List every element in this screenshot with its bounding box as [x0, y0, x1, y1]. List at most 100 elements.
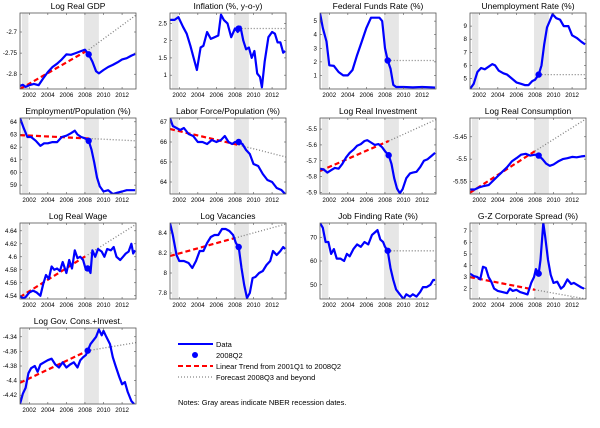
x-tick-label: 2002 [172, 302, 186, 309]
panel-title: Log Real Wage [49, 211, 108, 221]
panel-title: Labor Force/Population (%) [176, 106, 280, 116]
marker-2008q2 [84, 265, 91, 272]
y-tick-label: 4.62 [5, 241, 18, 248]
marker-2008q2 [235, 25, 242, 32]
x-tick-label: 2012 [415, 302, 429, 309]
x-tick-label: 2006 [360, 197, 374, 204]
marker-2008q2 [385, 152, 392, 159]
y-tick-label: 1 [314, 72, 318, 79]
y-tick-label: 65 [160, 159, 167, 166]
panel-title: Log Gov. Cons.+Invest. [34, 316, 122, 326]
legend-label: 2008Q2 [216, 351, 243, 360]
x-tick-label: 2012 [565, 197, 579, 204]
axes-frame [469, 117, 587, 195]
x-tick-label: 2008 [228, 92, 242, 99]
x-tick-label: 2008 [378, 197, 392, 204]
y-tick-label: 4.6 [8, 254, 17, 261]
x-tick-label: 2002 [172, 197, 186, 204]
series-data [20, 118, 136, 194]
x-tick-label: 2008 [528, 197, 542, 204]
legend: Data 2008Q2 Linear Trend from 2001Q1 to 20… [178, 340, 346, 407]
y-tick-label: 67 [160, 119, 167, 126]
y-tick-label: 1.5 [158, 55, 167, 62]
axes-frame [469, 12, 587, 90]
y-tick-label: 2 [314, 59, 318, 66]
marker-2008q2 [384, 247, 391, 254]
y-tick-label: 60 [310, 258, 317, 265]
x-tick-label: 2012 [115, 92, 129, 99]
panel-title: G-Z Corporate Spread (%) [478, 211, 578, 221]
x-tick-label: 2002 [322, 197, 336, 204]
y-tick-label: -4.36 [3, 348, 18, 355]
recession-shade [21, 13, 29, 89]
x-tick-label: 2012 [115, 197, 129, 204]
recession-shade [321, 13, 329, 89]
x-tick-label: 2002 [322, 92, 336, 99]
axes-frame [319, 117, 437, 195]
y-tick-label: 1 [164, 72, 168, 79]
x-tick-label: 2008 [228, 197, 242, 204]
y-tick-label: 7.8 [158, 290, 167, 297]
panel-inflation-y-o-y-: Inflation (%, y-o-y) 2002 2004 2006 2008 2010… [158, 1, 287, 99]
series-data [170, 13, 286, 89]
notes-text: Notes: Gray areas indicate NBER recessio… [178, 398, 346, 407]
series-trend [20, 134, 89, 140]
y-tick-label: 7 [464, 49, 468, 56]
series-trend [20, 253, 89, 299]
x-tick-label: 2004 [41, 302, 55, 309]
series-data [470, 13, 586, 89]
y-tick-label: 64 [160, 179, 167, 186]
x-tick-label: 2012 [115, 302, 129, 309]
series-data [470, 223, 585, 296]
series-forecast [88, 137, 136, 142]
panel-log-gov-cons-invest-: Log Gov. Cons.+Invest. 2002 2004 2006 2008 20… [3, 316, 137, 414]
y-tick-label: 6 [464, 62, 468, 69]
y-tick-label: 9 [464, 23, 468, 30]
marker-2008q2 [535, 270, 542, 277]
x-tick-label: 2008 [228, 302, 242, 309]
y-tick-label: 4 [464, 263, 468, 270]
y-tick-label: 4 [314, 32, 318, 39]
axes-frame [319, 12, 437, 90]
panel-title: Federal Funds Rate (%) [333, 1, 424, 11]
legend-swatch-dot [192, 352, 198, 358]
series-data [20, 48, 136, 88]
panel-title: Log Real Consumption [485, 106, 572, 116]
x-tick-label: 2006 [510, 302, 524, 309]
axes-frame [169, 222, 287, 300]
legend-item: Forecast 2008Q3 and beyond [178, 373, 315, 382]
x-tick-label: 2004 [41, 407, 55, 414]
series-trend [170, 127, 239, 147]
y-tick-label: 50 [310, 282, 317, 289]
recession-shade [471, 223, 479, 299]
x-tick-label: 2010 [97, 302, 111, 309]
marker-2008q2 [235, 243, 242, 251]
axes-frame [169, 117, 287, 195]
y-tick-label: 62 [10, 144, 17, 151]
panel-title: Job Finding Rate (%) [338, 211, 418, 221]
x-tick-label: 2004 [341, 302, 355, 309]
y-tick-label: -5.7 [306, 158, 317, 165]
y-tick-label: 8 [164, 270, 168, 277]
recession-shade [171, 223, 179, 299]
legend-label: Data [216, 340, 233, 349]
x-tick-label: 2006 [360, 302, 374, 309]
x-tick-label: 2002 [472, 302, 486, 309]
x-tick-label: 2004 [41, 197, 55, 204]
recession-shade [384, 223, 399, 299]
x-tick-label: 2010 [247, 92, 261, 99]
panel-title: Log Real Investment [339, 106, 418, 116]
series-forecast [88, 14, 136, 51]
axes-frame [19, 222, 137, 300]
y-tick-label: 3 [314, 45, 318, 52]
x-tick-label: 2008 [528, 302, 542, 309]
x-tick-label: 2010 [97, 407, 111, 414]
series-trend [20, 349, 89, 384]
y-tick-label: -2.75 [3, 50, 18, 57]
x-tick-label: 2004 [491, 197, 505, 204]
recession-shade [234, 13, 249, 89]
series-data [320, 223, 436, 299]
x-tick-label: 2010 [247, 197, 261, 204]
y-tick-label: -4.4 [6, 378, 17, 385]
x-tick-label: 2010 [97, 92, 111, 99]
